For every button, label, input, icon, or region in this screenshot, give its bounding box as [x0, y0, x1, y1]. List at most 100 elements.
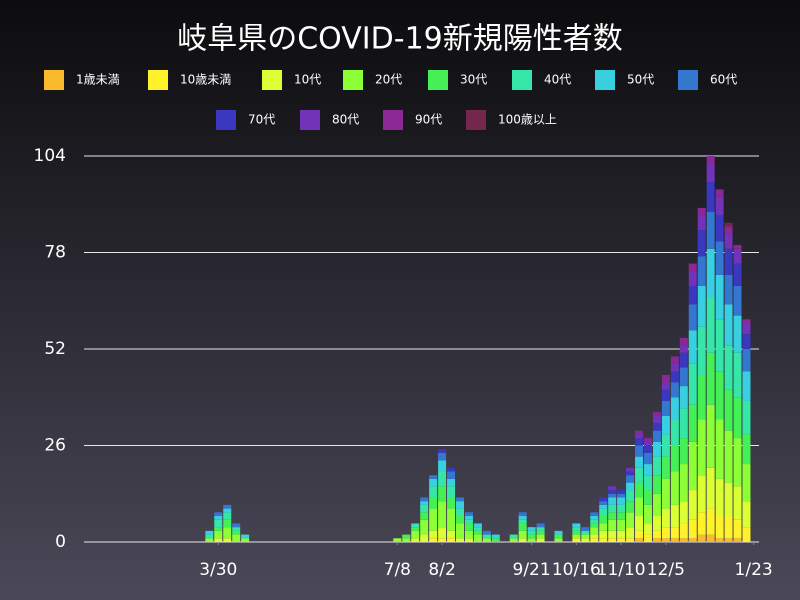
bar-segment — [518, 538, 527, 542]
bar-segment — [429, 475, 438, 479]
bar-segment — [661, 508, 670, 528]
x-tick-label: 10/16 — [552, 560, 601, 580]
bar-segment — [232, 527, 241, 531]
bar-segment — [679, 464, 688, 502]
bar-segment — [608, 538, 617, 542]
bar-segment — [715, 419, 724, 479]
bar-segment — [527, 538, 536, 542]
bar-segment — [536, 538, 545, 542]
bar-segment — [670, 356, 679, 364]
bar-segment — [626, 527, 635, 539]
x-tick-label: 9/21 — [513, 560, 551, 580]
bar-segment — [590, 538, 599, 542]
bar-segment — [536, 523, 545, 528]
legend-label: 1歳未満 — [76, 73, 120, 87]
bar-segment — [688, 404, 697, 442]
bar-segment — [626, 538, 635, 542]
bar-segment — [635, 530, 644, 539]
bar-segment — [572, 527, 581, 531]
bar-segment — [509, 534, 518, 539]
bar-segment — [742, 371, 751, 401]
bar-segment — [455, 497, 464, 502]
bar-segment — [706, 404, 715, 468]
x-tick-label: 8/2 — [428, 560, 455, 580]
bar-segment — [697, 285, 706, 327]
bar-segment — [473, 530, 482, 535]
bar-segment — [635, 497, 644, 517]
legend-label: 60代 — [710, 73, 737, 87]
bar-segment — [438, 527, 447, 539]
legend-swatch — [300, 110, 320, 130]
bar-segment — [724, 304, 733, 346]
bar-segment — [706, 508, 715, 535]
bar-segment — [733, 519, 742, 539]
bar-segment — [232, 523, 241, 528]
bar-segment — [223, 519, 232, 528]
legend-swatch — [678, 70, 698, 90]
bar-segment — [697, 512, 706, 535]
bar-segment — [706, 467, 715, 509]
bar-segment — [455, 516, 464, 524]
legend-label: 30代 — [460, 73, 487, 87]
bar-segment — [652, 516, 661, 531]
legend-swatch — [44, 70, 64, 90]
bar-segment — [661, 434, 670, 457]
x-tick-label: 11/10 — [597, 560, 646, 580]
bar-segment — [420, 504, 429, 513]
bar-segment — [652, 430, 661, 442]
bar-segment — [697, 207, 706, 216]
bar-segment — [527, 534, 536, 539]
bar-segment — [402, 534, 411, 539]
bar-segment — [661, 415, 670, 435]
bar-segment — [232, 530, 241, 535]
bar-segment — [241, 538, 250, 542]
bar-segment — [688, 519, 697, 539]
bar-segment — [643, 445, 652, 453]
bar-segment — [661, 382, 670, 390]
bar-segment — [518, 519, 527, 524]
bar-segment — [581, 530, 590, 535]
bar-segment — [223, 538, 232, 542]
legend-label: 10歳未満 — [180, 73, 231, 87]
bar-segment — [581, 527, 590, 531]
bar-segment — [724, 516, 733, 539]
bar-segment — [626, 482, 635, 491]
x-tick-label: 7/8 — [384, 560, 411, 580]
bar-segment — [724, 274, 733, 305]
bar-segment — [447, 508, 456, 531]
bar-segment — [715, 189, 724, 197]
bar-segment — [429, 530, 438, 539]
bar-segment — [742, 334, 751, 349]
bar-segment — [706, 156, 715, 164]
bar-segment — [617, 538, 626, 542]
bar-segment — [536, 534, 545, 539]
bar-segment — [464, 512, 473, 517]
bar-segment — [661, 374, 670, 383]
bar-segment — [572, 534, 581, 539]
bar-segment — [715, 478, 724, 517]
bar-segment — [733, 352, 742, 398]
bar-segment — [706, 211, 715, 249]
bar-segment — [706, 163, 715, 182]
bar-segment — [652, 475, 661, 494]
bar-segment — [626, 490, 635, 502]
bar-segment — [697, 534, 706, 542]
bar-segment — [617, 504, 626, 513]
bar-segment — [223, 504, 232, 509]
bar-segment — [214, 519, 223, 528]
legend-swatch — [595, 70, 615, 90]
bar-segment — [706, 181, 715, 212]
bar-segment — [643, 441, 652, 446]
bar-segment — [590, 527, 599, 535]
bar-segment — [608, 497, 617, 505]
bar-segment — [608, 490, 617, 494]
bar-segment — [635, 482, 644, 498]
bar-segment — [223, 512, 232, 520]
bar-segment — [715, 274, 724, 320]
bar-segment — [706, 352, 715, 405]
bar-segment — [724, 226, 733, 234]
legend-swatch — [262, 70, 282, 90]
bar-segment — [527, 530, 536, 535]
bar-segment — [635, 538, 644, 542]
bar-segment — [742, 323, 751, 335]
